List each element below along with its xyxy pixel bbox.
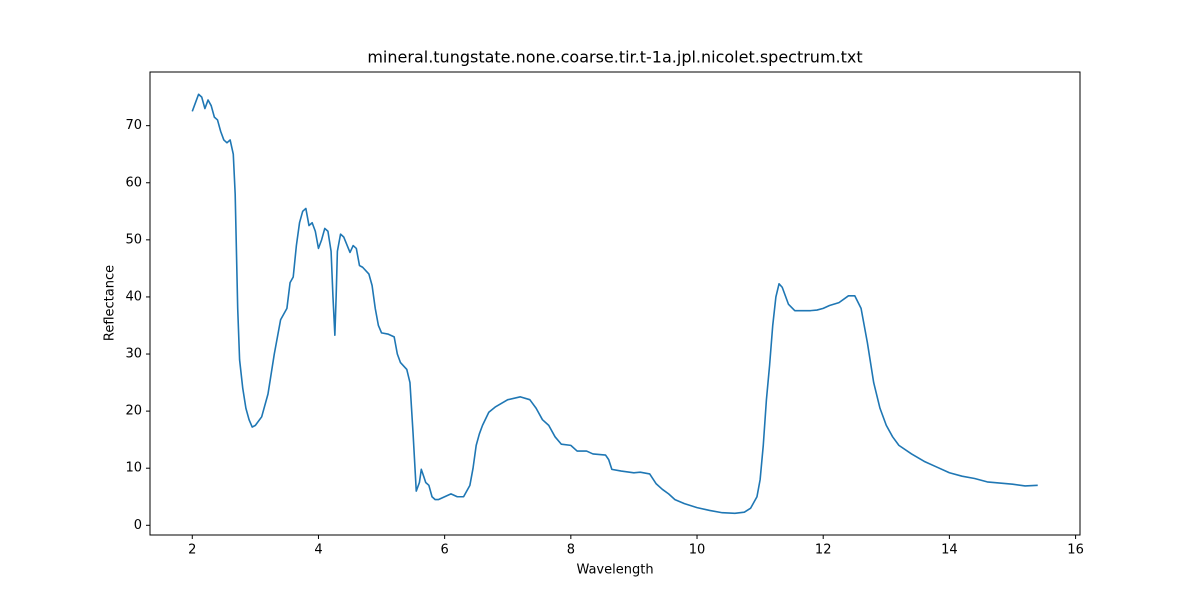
y-tick-label: 10 (125, 461, 142, 476)
x-tick-label: 16 (1067, 543, 1084, 558)
x-tick-label: 12 (815, 543, 832, 558)
x-tick-label: 10 (689, 543, 706, 558)
y-tick-label: 30 (125, 347, 142, 362)
y-tick-label: 60 (125, 175, 142, 190)
x-tick-label: 2 (188, 543, 196, 558)
y-tick-label: 20 (125, 404, 142, 419)
y-tick-label: 70 (125, 118, 142, 133)
x-tick-label: 4 (314, 543, 322, 558)
x-tick-label: 14 (941, 543, 958, 558)
y-tick-label: 0 (134, 518, 142, 533)
x-axis-label: Wavelength (576, 563, 653, 578)
y-tick-label: 50 (125, 232, 142, 247)
spectrum-line (191, 93, 1038, 515)
y-tick-label: 40 (125, 289, 142, 304)
plot-frame (149, 71, 1081, 536)
y-axis-label: Reflectance (103, 265, 118, 341)
x-tick-label: 6 (441, 543, 449, 558)
x-tick-label: 8 (567, 543, 575, 558)
chart-title: mineral.tungstate.none.coarse.tir.t-1a.j… (367, 48, 862, 67)
